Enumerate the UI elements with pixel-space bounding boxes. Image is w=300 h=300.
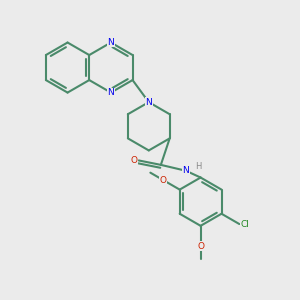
Text: N: N: [146, 98, 152, 107]
Text: O: O: [197, 242, 204, 251]
Text: O: O: [131, 156, 138, 165]
Text: Cl: Cl: [240, 220, 249, 229]
Text: H: H: [195, 162, 201, 171]
Text: N: N: [107, 88, 114, 97]
Text: O: O: [159, 176, 167, 185]
Text: N: N: [182, 166, 189, 175]
Text: N: N: [107, 38, 114, 47]
